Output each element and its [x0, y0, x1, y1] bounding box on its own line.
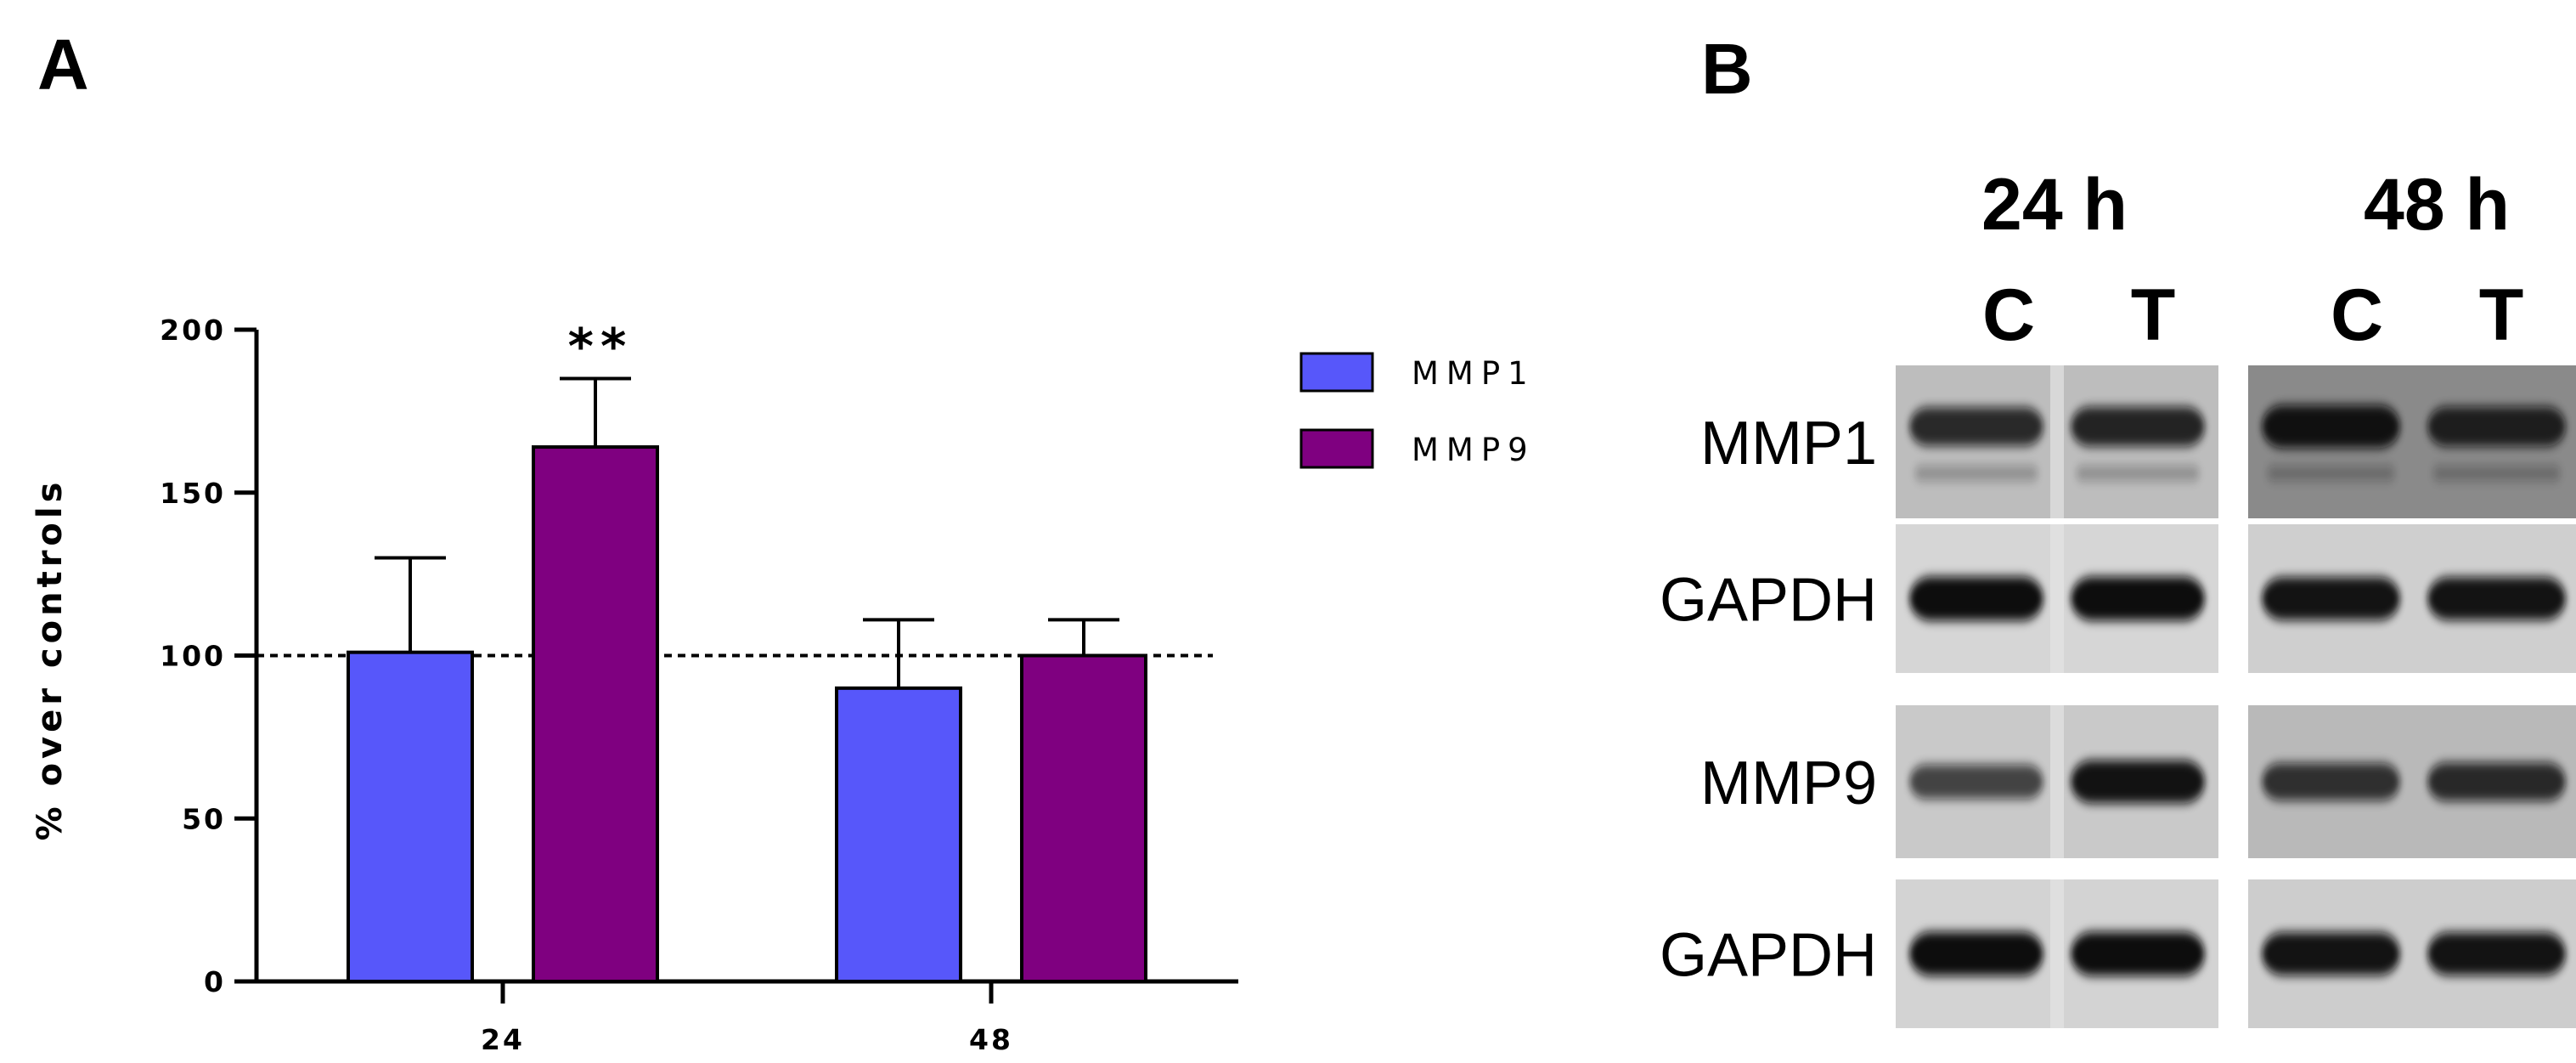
blot-band [2427, 577, 2566, 620]
blot-band [1909, 407, 2043, 446]
blot-band [1909, 576, 2043, 621]
blot-band [2071, 931, 2205, 976]
blot-rows: MMP1 GAPDH MMP9 GAPDH [1660, 365, 2576, 1028]
blot-band [2262, 404, 2400, 449]
timepoint-label-48h: 48 h [2364, 164, 2510, 246]
bar-mmp1-48 [835, 686, 962, 983]
blot-band [2071, 760, 2205, 804]
blot-band [1909, 764, 2043, 800]
blot-band [2427, 932, 2566, 975]
blot-band [2071, 406, 2205, 447]
y-tick-label: 50 [182, 802, 226, 835]
blot-band [2427, 406, 2566, 447]
panel-a-letter: A [37, 25, 89, 105]
significance-label: ** [568, 318, 634, 376]
x-ticks: 24 48 [481, 981, 1013, 1056]
blot-band [2262, 932, 2400, 975]
y-axis-label: % over controls [31, 478, 70, 841]
x-tick-label: 24 [481, 1023, 525, 1056]
blot-row-label: GAPDH [1660, 567, 1877, 635]
blot-band [1909, 931, 2043, 976]
bar-mmp9-24 [532, 445, 659, 983]
bar-mmp1-24 [347, 650, 474, 983]
panel-b-letter: B [1701, 29, 1753, 109]
lane-label-48h-c: C [2331, 274, 2383, 356]
y-tick-label: 0 [204, 965, 226, 998]
blot-row-label: MMP1 [1700, 410, 1877, 478]
blot-band [2071, 576, 2205, 621]
bar-chart: % over controls 0 50 100 150 200 ** 24 48 [31, 314, 1238, 1056]
y-tick-label: 100 [160, 640, 226, 673]
blot-band [2427, 762, 2566, 801]
blot-lane-seam [2050, 705, 2064, 858]
blot-lane-seam [2050, 879, 2064, 1028]
y-ticks: 0 50 100 150 200 [160, 314, 256, 998]
blot-band-secondary [2267, 466, 2395, 481]
lane-label-24h-t: T [2131, 274, 2176, 356]
bars: ** [347, 318, 1147, 983]
legend-label-mmp9: MMP9 [1412, 432, 1536, 468]
lane-label-24h-c: C [1982, 274, 2035, 356]
blot-band-secondary [1914, 466, 2038, 481]
blot-band [2262, 762, 2400, 801]
blot-lane-seam [2050, 365, 2064, 518]
x-tick-label: 48 [969, 1023, 1013, 1056]
lane-label-48h-t: T [2479, 274, 2524, 356]
blot-row-label: MMP9 [1700, 749, 1877, 817]
legend-swatch-mmp9 [1299, 428, 1374, 469]
blot-row-label: GAPDH [1660, 922, 1877, 990]
legend: MMP1 MMP9 [1299, 352, 1536, 469]
blot-band-secondary [2432, 466, 2561, 481]
bar-mmp9-48 [1020, 653, 1147, 983]
western-blot: 24 h 48 h C T C T MMP1 GAPDH MMP9 GAPDH [1660, 164, 2576, 1028]
y-tick-label: 200 [160, 314, 226, 347]
blot-lane-seam [2050, 524, 2064, 673]
blot-band [2262, 577, 2400, 620]
y-tick-label: 150 [160, 477, 226, 510]
blot-band-secondary [2076, 466, 2200, 481]
legend-label-mmp1: MMP1 [1412, 355, 1536, 392]
timepoint-label-24h: 24 h [1981, 164, 2128, 246]
legend-swatch-mmp1 [1299, 352, 1374, 393]
